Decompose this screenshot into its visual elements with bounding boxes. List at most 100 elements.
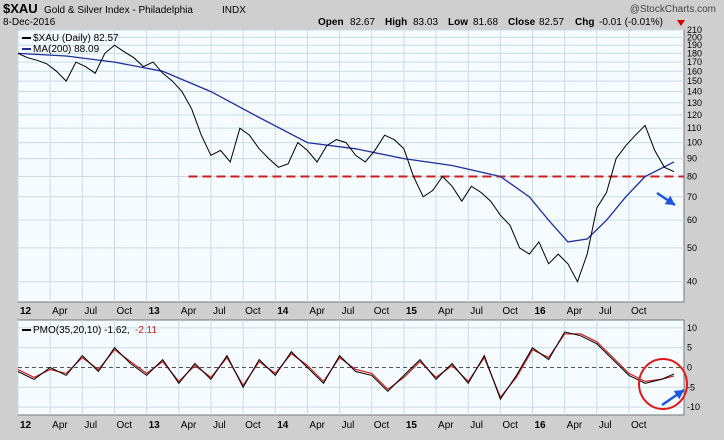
high-label: High: [385, 17, 407, 28]
x-tick-label-bottom: Jul: [213, 420, 226, 431]
ohlc-readout: Open 82.67 High 83.03 Low 81.68 Close 82…: [318, 17, 663, 28]
price-y-tick-label: 60: [687, 215, 697, 225]
x-tick-label-bottom: Apr: [52, 420, 68, 431]
low-label: Low: [448, 17, 468, 28]
x-tick-label: 13: [149, 306, 161, 317]
pmo-y-tick-label: -5: [687, 382, 695, 392]
x-tick-label-bottom: 14: [277, 420, 289, 431]
pmo-legend-label: PMO(35,20,10) -1.62,: [33, 325, 130, 336]
price-y-tick-label: 150: [687, 76, 702, 86]
price-legend: $XAU (Daily) 82.57 MA(200) 88.09: [22, 33, 119, 55]
index-name: Gold & Silver Index - Philadelphia: [44, 5, 193, 16]
price-y-tick-label: 130: [687, 98, 702, 108]
x-tick-label-bottom: Jul: [599, 420, 612, 431]
chg-value: -0.01 (-0.01%): [599, 17, 663, 28]
x-tick-label: Oct: [245, 306, 261, 317]
x-tick-label: Jul: [213, 306, 226, 317]
x-tick-label: Apr: [181, 306, 197, 317]
price-y-tick-label: 160: [687, 66, 702, 76]
price-y-ticks: 40 50 60 70 80 90 100 110 120 1301401501601701801…: [687, 25, 702, 287]
x-axis-band: [18, 303, 684, 318]
x-tick-label: Apr: [438, 306, 454, 317]
price-y-tick-label: 110: [687, 123, 701, 133]
x-tick-label: Oct: [374, 306, 390, 317]
price-arrow-head: [664, 195, 675, 205]
price-panel: [17, 29, 685, 303]
pmo-y-tick-label: 5: [687, 343, 692, 353]
price-y-tick-label: 210: [687, 25, 702, 35]
x-tick-label-bottom: 15: [406, 420, 418, 431]
x-tick-label: Jul: [342, 306, 355, 317]
price-y-tick-label: 140: [687, 87, 702, 97]
x-tick-label: Jul: [84, 306, 97, 317]
pmo-y-ticks: 10 5 0 -5 -10: [687, 323, 700, 412]
pmo-y-tick-label: 10: [687, 323, 697, 333]
x-tick-label-bottom: Oct: [116, 420, 132, 431]
ma-legend-label: MA(200) 88.09: [33, 44, 100, 55]
price-y-tick-label: 180: [687, 48, 702, 58]
price-y-tick-label: 90: [687, 154, 697, 164]
close-value: 82.57: [539, 17, 564, 28]
x-tick-label: Jul: [470, 306, 483, 317]
price-y-tick-label: 50: [687, 243, 697, 253]
x-tick-label: Apr: [567, 306, 583, 317]
pmo-y-tick-label: 0: [687, 363, 692, 373]
x-tick-label-bottom: Oct: [631, 420, 647, 431]
price-y-tick-label: 100: [687, 138, 702, 148]
price-y-tick-label: 80: [687, 172, 697, 182]
pmo-highlight-circle: [638, 358, 688, 410]
down-triangle-icon: [677, 20, 685, 26]
pmo-y-tick-label: -10: [687, 402, 700, 412]
symbol-title: $XAU: [3, 1, 38, 16]
pmo-line: [17, 331, 675, 401]
pmo-arrow-head: [673, 390, 684, 400]
price-arrow: [656, 191, 676, 207]
x-axis-ticks: 12 Apr Jul Oct 13 Apr Jul Oct 14 Apr Jul Oct 15 Apr Ju…: [20, 306, 647, 317]
pmo-arrow: [661, 388, 685, 407]
x-tick-label: 16: [535, 306, 547, 317]
x-tick-label: 12: [20, 306, 32, 317]
x-tick-label: Oct: [631, 306, 647, 317]
price-y-tick-label: 70: [687, 192, 697, 202]
x-tick-label-bottom: Oct: [374, 420, 390, 431]
x-tick-label: Oct: [116, 306, 132, 317]
x-tick-label-bottom: 13: [149, 420, 161, 431]
pmo-legend: PMO(35,20,10) -1.62, -2.11: [22, 325, 157, 336]
low-value: 81.68: [473, 17, 498, 28]
pmo-signal-legend-label: -2.11: [135, 325, 157, 336]
x-tick-label: Jul: [599, 306, 612, 317]
x-tick-label: Apr: [309, 306, 325, 317]
watermark: @StockCharts.com: [630, 4, 716, 15]
chg-label: Chg: [575, 17, 594, 28]
x-tick-label-bottom: Apr: [309, 420, 325, 431]
price-y-tick-label: 200: [687, 32, 702, 42]
high-value: 83.03: [413, 17, 438, 28]
exchange-label: INDX: [222, 5, 246, 16]
x-tick-label-bottom: Jul: [342, 420, 355, 431]
x-tick-label-bottom: Apr: [181, 420, 197, 431]
x-tick-label-bottom: 12: [20, 420, 32, 431]
x-tick-label-bottom: Jul: [470, 420, 483, 431]
price-line: [17, 44, 675, 283]
price-legend-label: $XAU (Daily) 82.57: [33, 33, 119, 44]
open-label: Open: [318, 17, 344, 28]
ma-line: [17, 52, 675, 243]
x-tick-label: Apr: [52, 306, 68, 317]
x-axis-ticks-bottom: 12 Apr Jul Oct 13 Apr Jul Oct 14 Apr Jul Oct 15 Apr Ju…: [20, 420, 647, 431]
price-y-tick-label: 40: [687, 277, 697, 287]
x-tick-label-bottom: Oct: [502, 420, 518, 431]
close-label: Close: [508, 17, 536, 28]
price-y-tick-label: 190: [687, 40, 702, 50]
x-tick-label-bottom: Oct: [245, 420, 261, 431]
chart-date: 8-Dec-2016: [3, 17, 56, 28]
x-tick-label: 15: [406, 306, 418, 317]
price-y-tick-label: 120: [687, 110, 702, 120]
x-tick-label-bottom: Apr: [567, 420, 583, 431]
price-y-tick-label: 170: [687, 57, 702, 67]
x-axis-band-bottom: [18, 416, 684, 431]
x-tick-label: 14: [277, 306, 289, 317]
x-tick-label-bottom: Apr: [438, 420, 454, 431]
x-tick-label-bottom: Jul: [84, 420, 97, 431]
